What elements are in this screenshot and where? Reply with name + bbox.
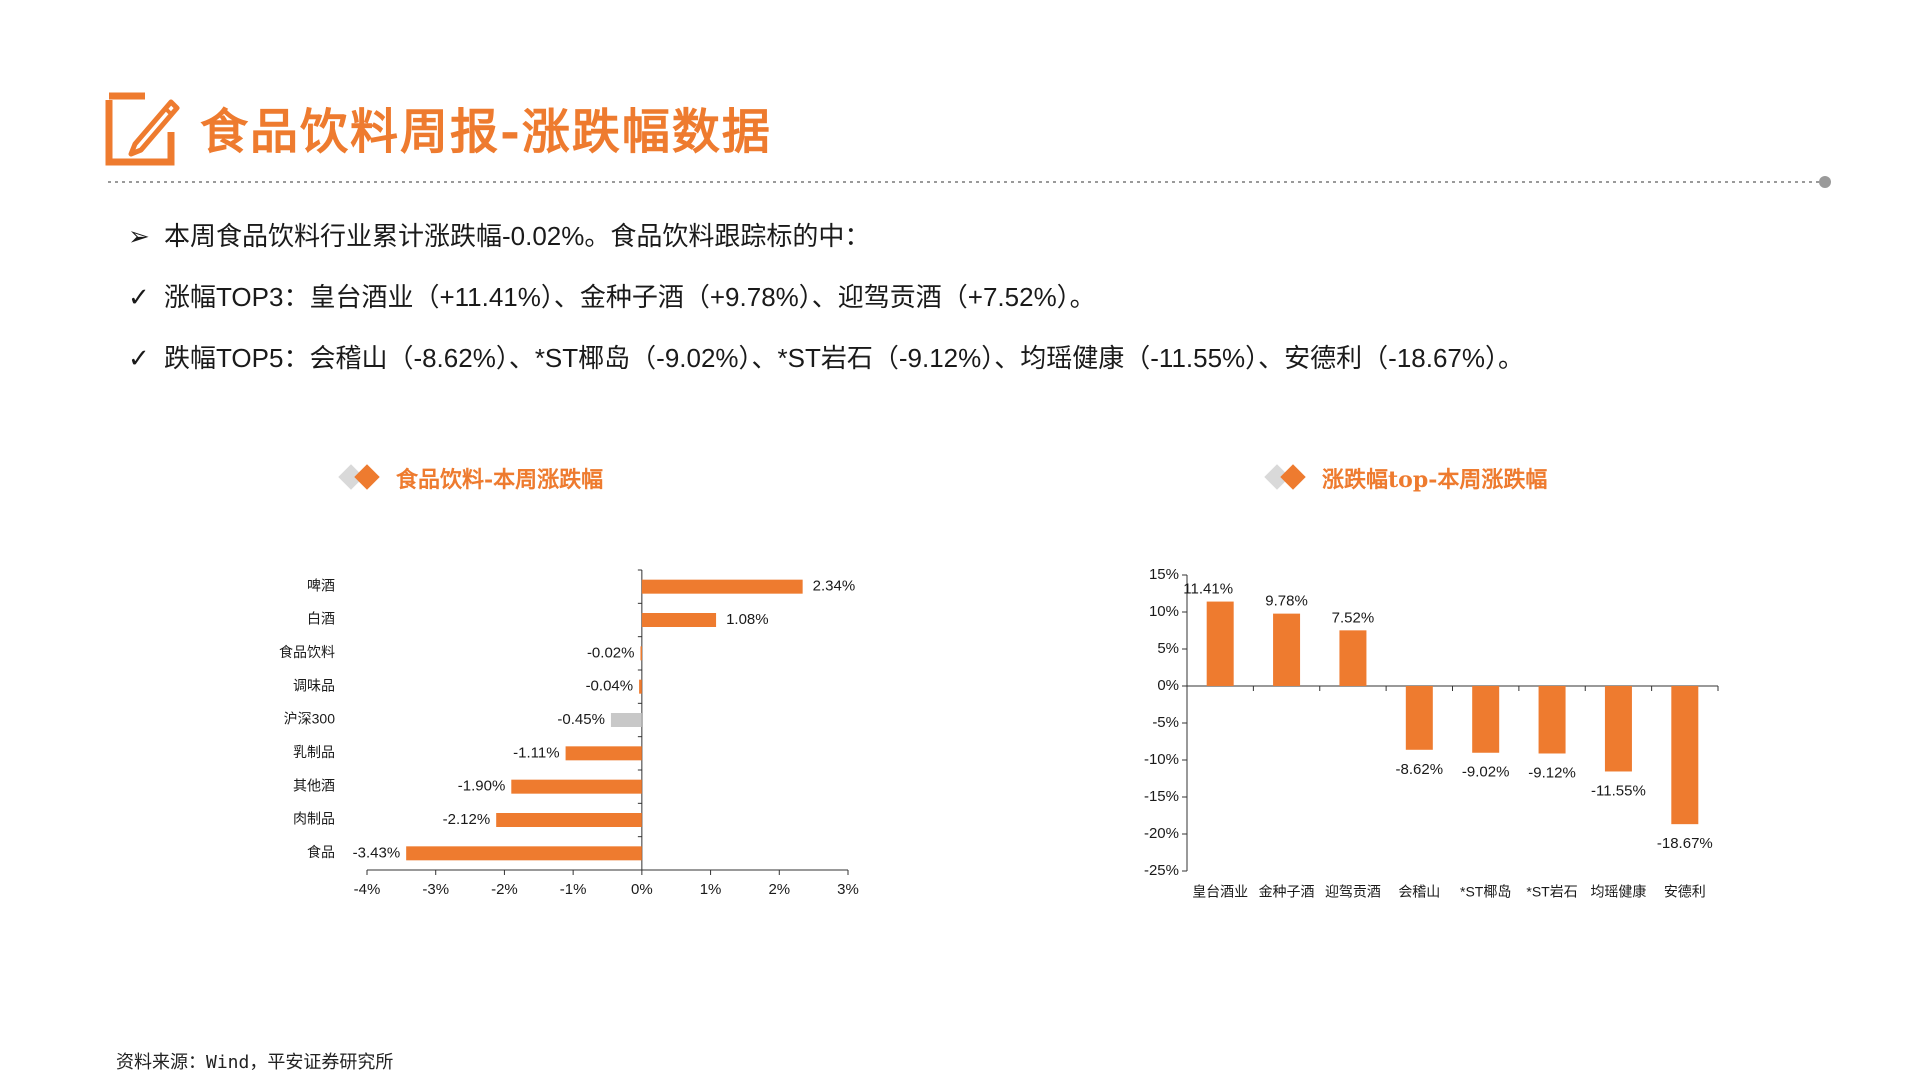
x-tick-label: -4% [354,881,381,898]
category-label: 食品 [307,844,335,860]
bar [1273,613,1301,686]
source-note: 资料来源：Wind，平安证券研究所 [116,1052,394,1073]
bar [1405,686,1433,750]
category-label: *ST椰岛 [1460,884,1511,900]
data-label: -0.45% [557,711,605,728]
check-icon: ✓ [128,344,150,374]
y-tick-label: 5% [1157,640,1179,657]
data-label: -0.02% [587,644,635,661]
check-icon: ✓ [128,283,150,313]
diamond-icon [338,464,380,490]
category-label: *ST岩石 [1526,884,1577,900]
losers-bullet: ✓ 跌幅TOP5：会稽山（-8.62%）、*ST椰岛（-9.02%）、*ST岩石（… [128,338,1524,375]
data-label: -0.04% [586,678,634,695]
category-label: 会稽山 [1398,884,1440,900]
data-label: 7.52% [1332,609,1375,626]
x-tick-label: -1% [560,881,587,898]
header-divider [108,176,1831,188]
data-label: -9.12% [1528,764,1576,781]
bar [640,646,642,661]
data-label: 11.41% [1183,581,1233,598]
y-tick-label: -5% [1152,714,1179,731]
top-stocks-bar-chart: 15% 10% 5% 0% -5% -10% -15% -20% -25% 11.41% 皇台酒业 9… [1144,566,1719,900]
category-label: 乳制品 [293,744,335,760]
bar [1206,601,1234,686]
chart2-title: 涨跌幅top-本周涨跌幅 [1322,467,1548,493]
x-tick-label: 2% [768,881,790,898]
pencil-edit-icon [105,92,180,166]
category-label: 安德利 [1664,884,1706,900]
data-label: -9.02% [1462,764,1510,781]
gainers-bullet: ✓ 涨幅TOP3：皇台酒业（+11.41%）、金种子酒（+9.78%）、迎驾贡酒（… [128,277,1096,314]
y-tick-label: -10% [1144,751,1179,768]
bar [610,713,642,727]
bar [1671,686,1699,825]
bar [565,746,642,761]
gainers-text: 涨幅TOP3：皇台酒业（+11.41%）、金种子酒（+9.78%）、迎驾贡酒（+… [164,282,1096,312]
category-label: 迎驾贡酒 [1325,884,1381,900]
category-label: 金种子酒 [1259,884,1315,900]
y-tick-label: -15% [1144,788,1179,805]
bar [641,579,803,594]
y-tick-label: 10% [1149,603,1179,620]
bar [641,613,717,627]
data-label: 1.08% [726,611,769,628]
category-label: 沪深300 [284,711,336,727]
data-label: 2.34% [813,578,856,595]
data-label: -2.12% [443,811,491,828]
sector-change-bar-chart: -4% -3% -2% -1% 0% 1% 2% 3% 啤酒 2.34% 白酒 1.08% 食品饮料 -0… [279,569,859,898]
x-tick-label: 0% [631,881,653,898]
chart1-title: 食品饮料-本周涨跌幅 [396,467,604,493]
bar [1538,686,1566,754]
y-tick-label: 0% [1157,677,1179,694]
category-label: 白酒 [307,611,335,627]
chart2-title-group: 涨跌幅top-本周涨跌幅 [1262,462,1547,494]
diamond-icon [1264,464,1306,490]
arrow-bullet-icon: ➢ [128,222,150,252]
page-title: 食品饮料周报-涨跌幅数据 [200,104,772,160]
losers-text: 跌幅TOP5：会稽山（-8.62%）、*ST椰岛（-9.02%）、*ST岩石（-… [164,343,1525,373]
category-label: 其他酒 [293,777,335,793]
chart1-title-group: 食品饮料-本周涨跌幅 [336,462,603,494]
data-label: -3.43% [353,844,401,861]
x-tick-label: 1% [700,881,722,898]
category-label: 调味品 [293,677,335,693]
category-label: 啤酒 [307,577,335,593]
data-label: -1.90% [458,778,506,795]
data-label: -11.55% [1591,782,1646,799]
y-tick-label: -25% [1144,862,1179,879]
data-label: 9.78% [1265,593,1308,610]
x-tick-label: 3% [837,881,859,898]
category-label: 均瑶健康 [1590,884,1646,900]
category-label: 肉制品 [293,811,335,827]
bar [496,813,642,827]
category-label: 食品饮料 [279,644,335,660]
x-tick-label: -3% [422,881,449,898]
summary-text: 本周食品饮料行业累计涨跌幅-0.02%。食品饮料跟踪标的中： [164,221,871,251]
category-label: 皇台酒业 [1192,884,1248,900]
bar [639,679,642,694]
bar [1339,630,1367,686]
x-tick-label: -2% [491,881,518,898]
y-tick-label: -20% [1144,825,1179,842]
bar [1604,686,1632,772]
data-label: -8.62% [1396,761,1444,778]
bar [406,846,642,861]
y-tick-label: 15% [1149,566,1179,583]
summary-bullet: ➢ 本周食品饮料行业累计涨跌幅-0.02%。食品饮料跟踪标的中： [128,216,870,253]
bar [1472,686,1500,753]
data-label: -1.11% [513,744,559,761]
bar [511,779,642,794]
data-label: -18.67% [1657,835,1713,852]
